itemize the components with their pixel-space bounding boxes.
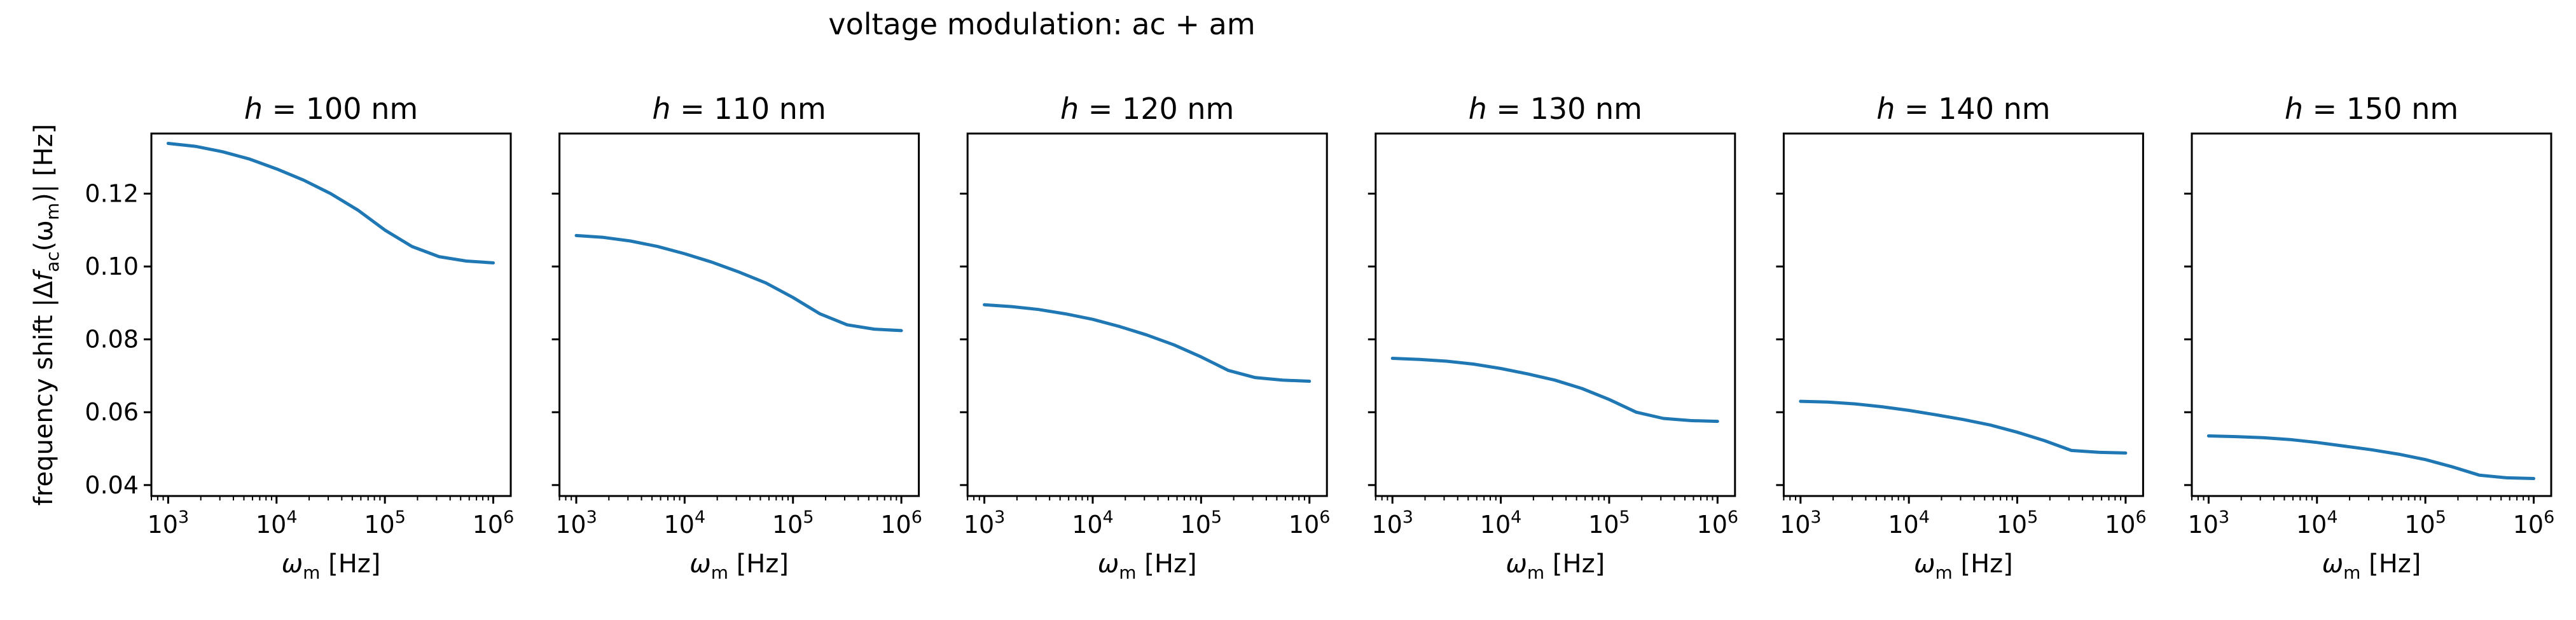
panel-title: h = 140 nm bbox=[1876, 92, 2050, 126]
panel-title: h = 150 nm bbox=[2285, 92, 2458, 126]
x-axis-label: ωm [Hz] bbox=[689, 549, 789, 583]
y-tick-label: 0.08 bbox=[85, 326, 139, 354]
panel-title: h = 130 nm bbox=[1469, 92, 1642, 126]
y-tick-label: 0.04 bbox=[85, 471, 139, 499]
x-tick-label: 103 bbox=[1371, 507, 1413, 539]
x-axis-label: ωm [Hz] bbox=[2322, 549, 2421, 583]
x-tick-label: 106 bbox=[2105, 507, 2147, 539]
series-line bbox=[166, 142, 495, 265]
y-tick-label: 0.12 bbox=[85, 180, 139, 208]
x-tick-label: 106 bbox=[473, 507, 515, 539]
axes-frame bbox=[966, 132, 1328, 497]
chart-panel-4: h = 130 nm 103 104 105 106 ωm [Hz] bbox=[1368, 92, 1738, 583]
chart-panel-6: h = 150 nm 103 104 105 106 ωm [Hz] bbox=[2184, 92, 2554, 583]
x-axis-label: ωm [Hz] bbox=[1098, 549, 1197, 583]
y-axis-label: frequency shift |Δfac(ωm)| [Hz] bbox=[29, 124, 63, 506]
x-tick-label: 104 bbox=[1072, 507, 1114, 539]
x-tick-label: 106 bbox=[2513, 507, 2555, 539]
panel-title: h = 100 nm bbox=[244, 92, 418, 126]
x-axis-label: ωm [Hz] bbox=[282, 549, 381, 583]
panels: h = 100 nm 0.04 0.06 0.08 0.10 0.12 103 104 105 1… bbox=[29, 92, 2554, 583]
x-tick-label: 104 bbox=[1888, 507, 1930, 539]
x-tick-label: 104 bbox=[1480, 507, 1522, 539]
series-line bbox=[574, 233, 903, 333]
x-tick-label: 104 bbox=[664, 507, 706, 539]
x-tick-label: 105 bbox=[364, 507, 406, 539]
panel-title: h = 110 nm bbox=[652, 92, 826, 126]
axes-frame bbox=[2191, 132, 2552, 497]
series-line bbox=[1799, 399, 2128, 455]
x-tick-label: 106 bbox=[1289, 507, 1331, 539]
x-tick-label: 103 bbox=[555, 507, 597, 539]
x-tick-label: 103 bbox=[964, 507, 1006, 539]
x-tick-label: 106 bbox=[1697, 507, 1739, 539]
chart-panel-1: h = 100 nm 0.04 0.06 0.08 0.10 0.12 103 104 105 1… bbox=[29, 92, 514, 583]
series-line bbox=[1390, 357, 1719, 424]
x-tick-label: 105 bbox=[2404, 507, 2446, 539]
x-tick-label: 105 bbox=[1997, 507, 2039, 539]
axes-frame bbox=[558, 132, 920, 497]
x-tick-label: 103 bbox=[2188, 507, 2230, 539]
x-tick-label: 104 bbox=[2296, 507, 2338, 539]
x-tick-label: 106 bbox=[880, 507, 922, 539]
x-tick-label: 103 bbox=[1780, 507, 1822, 539]
axes-frame bbox=[150, 132, 512, 497]
y-tick-label: 0.06 bbox=[85, 398, 139, 426]
x-tick-label: 105 bbox=[772, 507, 814, 539]
x-axis-label: ωm [Hz] bbox=[1914, 549, 2013, 583]
chart-panel-5: h = 140 nm 103 104 105 106 ωm [Hz] bbox=[1776, 92, 2147, 583]
series-line bbox=[983, 303, 1312, 383]
x-tick-label: 105 bbox=[1181, 507, 1222, 539]
figure-suptitle: voltage modulation: ac + am bbox=[828, 7, 1255, 41]
chart-panel-2: h = 110 nm 103 104 105 106 ωm [Hz] bbox=[551, 92, 922, 583]
series-line bbox=[2206, 434, 2535, 480]
axes-frame bbox=[1375, 132, 1736, 497]
x-axis-label: ωm [Hz] bbox=[1506, 549, 1605, 583]
y-tick-label: 0.10 bbox=[85, 252, 139, 280]
panel-title: h = 120 nm bbox=[1060, 92, 1234, 126]
axes-frame bbox=[1782, 132, 2144, 497]
x-tick-label: 104 bbox=[256, 507, 298, 539]
x-tick-label: 105 bbox=[1588, 507, 1630, 539]
x-tick-label: 103 bbox=[148, 507, 190, 539]
chart-panel-3: h = 120 nm 103 104 105 106 ωm [Hz] bbox=[960, 92, 1330, 583]
